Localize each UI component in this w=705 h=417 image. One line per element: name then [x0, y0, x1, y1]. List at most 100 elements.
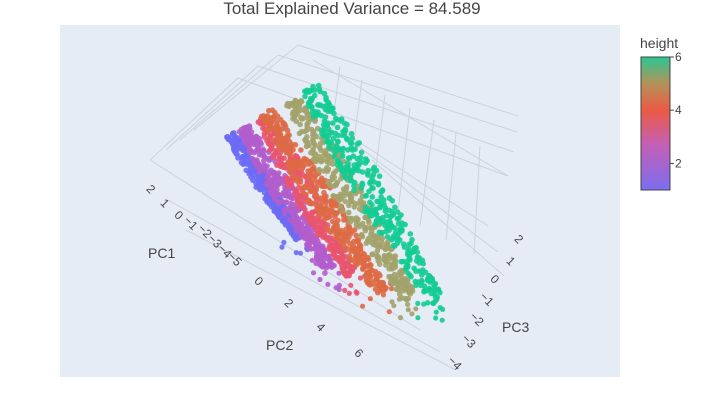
data-point — [326, 257, 332, 264]
grid-line — [419, 119, 435, 227]
data-point — [311, 245, 318, 252]
data-point — [312, 118, 318, 124]
data-point — [367, 179, 374, 185]
data-point — [351, 227, 358, 233]
data-point-outlier — [440, 306, 446, 312]
data-point — [410, 248, 417, 255]
data-point-outlier — [317, 276, 323, 283]
data-point — [356, 223, 362, 230]
data-point — [383, 241, 390, 247]
data-point — [333, 115, 339, 122]
data-point — [408, 273, 414, 280]
data-point — [360, 200, 367, 206]
data-point — [294, 227, 300, 234]
data-point — [330, 105, 336, 111]
data-point — [377, 204, 383, 211]
data-point — [394, 215, 401, 222]
data-point-outlier — [421, 301, 427, 307]
data-point — [427, 279, 433, 285]
data-point — [349, 169, 356, 176]
data-point — [320, 222, 327, 228]
data-point — [301, 106, 308, 113]
data-point — [328, 229, 334, 235]
data-point — [346, 225, 353, 231]
data-point — [405, 270, 411, 276]
data-point — [320, 234, 326, 240]
data-point — [349, 198, 355, 205]
data-point — [293, 216, 300, 222]
data-point — [283, 199, 290, 205]
data-point — [296, 184, 302, 191]
data-point-outlier — [433, 309, 439, 315]
data-point — [340, 212, 347, 219]
data-point — [366, 235, 373, 241]
data-point — [389, 197, 396, 204]
data-point — [430, 300, 436, 307]
data-point — [281, 206, 288, 213]
data-point — [390, 253, 397, 260]
data-point — [366, 219, 372, 226]
data-point — [363, 193, 369, 199]
data-point — [309, 108, 316, 115]
colorbar — [640, 56, 671, 191]
data-point — [378, 194, 384, 200]
data-point-outlier — [357, 275, 363, 281]
data-point — [307, 172, 314, 178]
data-point — [225, 135, 232, 141]
data-point — [358, 149, 365, 156]
data-point — [296, 193, 303, 200]
data-point — [258, 151, 265, 158]
data-point — [300, 191, 307, 197]
grid-line — [445, 132, 457, 241]
data-point-outlier — [347, 270, 353, 276]
data-point — [347, 177, 354, 184]
data-point — [374, 198, 380, 205]
data-point — [317, 102, 324, 108]
data-point — [325, 126, 332, 132]
data-point-outlier — [380, 292, 387, 298]
data-point — [376, 229, 383, 235]
data-point — [349, 147, 356, 153]
data-point — [291, 174, 298, 180]
data-point — [339, 146, 346, 153]
data-point — [339, 153, 346, 159]
data-point — [348, 256, 354, 263]
data-point — [395, 220, 402, 227]
data-point — [363, 224, 370, 231]
grid-line — [257, 65, 515, 153]
data-point — [340, 208, 346, 215]
data-point — [333, 143, 340, 149]
data-point — [347, 215, 353, 222]
data-point — [414, 254, 421, 261]
data-point — [390, 280, 397, 286]
data-point — [338, 118, 344, 124]
data-point-outlier — [348, 282, 354, 288]
data-point-outlier — [336, 270, 342, 276]
data-point — [341, 253, 348, 259]
data-point — [367, 212, 373, 219]
data-point — [358, 257, 365, 263]
data-point — [317, 140, 324, 147]
data-point — [318, 112, 325, 119]
data-point — [331, 153, 338, 160]
data-point — [247, 141, 253, 148]
data-point — [345, 147, 351, 153]
data-point — [346, 202, 352, 209]
data-point — [296, 159, 303, 166]
data-point — [337, 194, 343, 201]
data-point — [302, 93, 308, 100]
data-point — [354, 261, 360, 268]
data-point — [325, 108, 331, 114]
data-point — [379, 235, 386, 241]
data-point-outlier — [353, 289, 359, 295]
data-point — [372, 221, 379, 228]
data-point — [310, 114, 317, 120]
data-point — [355, 237, 362, 243]
data-point — [359, 266, 366, 272]
data-point — [240, 161, 246, 167]
data-point — [332, 130, 339, 137]
data-point — [276, 180, 283, 186]
colorbar-title: height — [640, 35, 678, 51]
data-point-outlier — [378, 279, 384, 285]
